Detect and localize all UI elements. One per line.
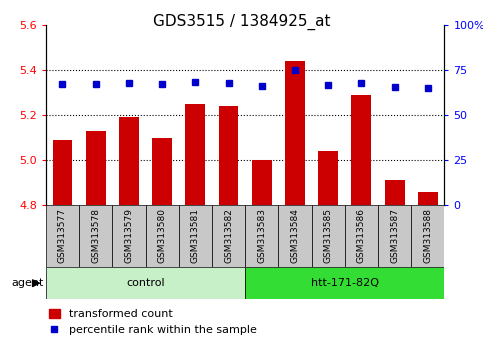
- Bar: [218, 106, 239, 205]
- Bar: [46, 267, 245, 299]
- Text: GSM313586: GSM313586: [357, 209, 366, 263]
- Text: GSM313584: GSM313584: [290, 209, 299, 263]
- Bar: [285, 61, 305, 205]
- Text: GSM313577: GSM313577: [58, 209, 67, 263]
- Bar: [185, 104, 205, 205]
- Bar: [418, 192, 438, 205]
- Bar: [79, 205, 112, 267]
- Text: GSM313583: GSM313583: [257, 209, 266, 263]
- Text: control: control: [126, 278, 165, 288]
- Text: GSM313582: GSM313582: [224, 209, 233, 263]
- Text: agent: agent: [12, 278, 44, 288]
- Bar: [152, 138, 172, 205]
- Bar: [384, 181, 404, 205]
- Text: GSM313588: GSM313588: [423, 209, 432, 263]
- Bar: [53, 140, 72, 205]
- Bar: [252, 160, 271, 205]
- Text: GSM313587: GSM313587: [390, 209, 399, 263]
- Text: GSM313580: GSM313580: [157, 209, 167, 263]
- Bar: [46, 205, 79, 267]
- Bar: [145, 205, 179, 267]
- Bar: [351, 95, 371, 205]
- Text: GDS3515 / 1384925_at: GDS3515 / 1384925_at: [153, 14, 330, 30]
- Bar: [345, 205, 378, 267]
- Legend: transformed count, percentile rank within the sample: transformed count, percentile rank withi…: [44, 305, 261, 339]
- Bar: [212, 205, 245, 267]
- Text: htt-171-82Q: htt-171-82Q: [311, 278, 379, 288]
- Bar: [179, 205, 212, 267]
- Bar: [112, 205, 145, 267]
- Text: GSM313581: GSM313581: [191, 209, 200, 263]
- Text: GSM313585: GSM313585: [324, 209, 333, 263]
- Bar: [378, 205, 411, 267]
- Bar: [245, 205, 278, 267]
- Bar: [278, 205, 312, 267]
- Bar: [312, 205, 345, 267]
- Text: GSM313578: GSM313578: [91, 209, 100, 263]
- Bar: [245, 267, 444, 299]
- Bar: [411, 205, 444, 267]
- Bar: [318, 151, 338, 205]
- Text: GSM313579: GSM313579: [125, 209, 133, 263]
- Bar: [119, 117, 139, 205]
- Bar: [86, 131, 106, 205]
